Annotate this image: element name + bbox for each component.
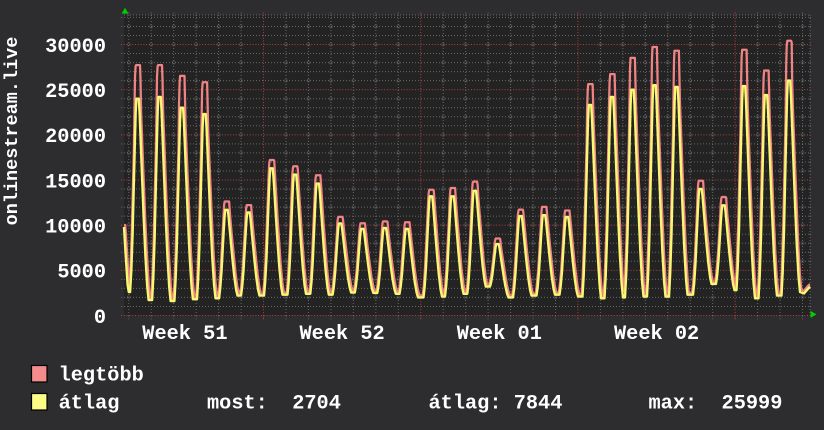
svg-text:25000: 25000 (45, 81, 106, 104)
svg-text:20000: 20000 (45, 126, 106, 149)
svg-text:onlinestream.live: onlinestream.live (2, 37, 23, 226)
svg-text:max: 25999: max: 25999 (649, 392, 783, 415)
svg-text:átlag: 7844: átlag: 7844 (429, 392, 563, 415)
svg-text:legtöbb: legtöbb (59, 365, 144, 388)
svg-text:Week 52: Week 52 (299, 323, 384, 346)
svg-text:Week 51: Week 51 (142, 323, 227, 346)
svg-text:0: 0 (94, 307, 106, 330)
svg-text:30000: 30000 (45, 36, 106, 59)
svg-text:Week 02: Week 02 (614, 323, 699, 346)
svg-text:most: 2704: most: 2704 (207, 392, 341, 415)
svg-text:átlag: átlag (59, 392, 120, 415)
svg-text:Week 01: Week 01 (457, 323, 542, 346)
svg-text:5000: 5000 (57, 262, 106, 285)
svg-text:10000: 10000 (45, 217, 106, 240)
svg-text:15000: 15000 (45, 171, 106, 194)
